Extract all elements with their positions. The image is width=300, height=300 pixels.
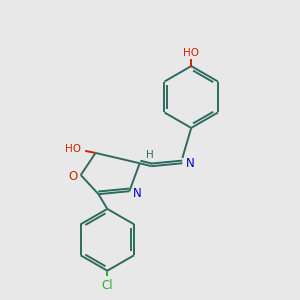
Text: N: N — [186, 157, 195, 170]
Text: HO: HO — [183, 48, 199, 58]
Text: Cl: Cl — [101, 279, 113, 292]
Text: H: H — [146, 150, 154, 160]
Text: HO: HO — [65, 144, 81, 154]
Text: O: O — [68, 170, 77, 183]
Text: N: N — [133, 187, 142, 200]
